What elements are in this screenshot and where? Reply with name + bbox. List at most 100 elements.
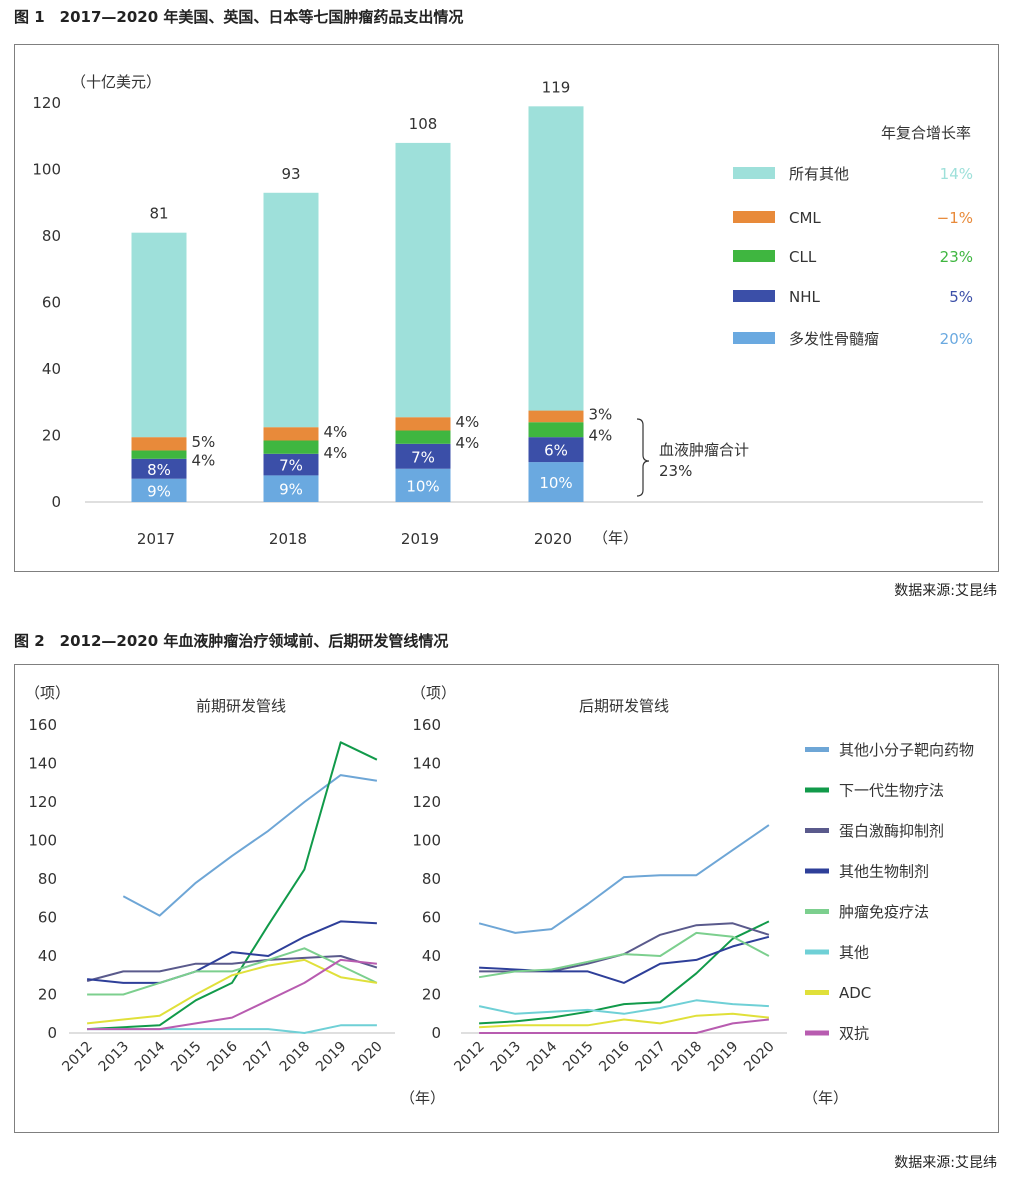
legend-cagr: 20% bbox=[940, 330, 973, 348]
y-tick-label: 140 bbox=[412, 755, 441, 773]
x-tick-label: 2014 bbox=[132, 1038, 169, 1075]
bar-segment-cml bbox=[395, 417, 451, 431]
figure1-source: 数据来源:艾昆纬 bbox=[894, 583, 997, 599]
series-line bbox=[86, 920, 377, 984]
legend-swatch-others bbox=[733, 167, 775, 179]
x-tick-label: 2020 bbox=[534, 530, 572, 548]
legend-label: CML bbox=[789, 209, 821, 227]
legend-swatch bbox=[805, 787, 829, 793]
segment-label: 7% bbox=[279, 457, 303, 475]
bar-segment-mm bbox=[263, 475, 319, 502]
legend-swatch-mm bbox=[733, 332, 775, 344]
x-tick-label: 2015 bbox=[168, 1039, 205, 1076]
legend-label: 多发性骨髓瘤 bbox=[789, 330, 879, 348]
y-tick-label: 80 bbox=[422, 870, 441, 888]
x-tick-label: 2017 bbox=[633, 1039, 670, 1076]
panel-title: 后期研发管线 bbox=[579, 697, 669, 715]
legend-swatch bbox=[805, 828, 829, 833]
y-tick-label: 40 bbox=[42, 360, 61, 378]
bar-segment-cml bbox=[263, 427, 319, 441]
bar-segment-mm bbox=[395, 468, 451, 502]
segment-label: 4% bbox=[456, 413, 480, 431]
series-line bbox=[86, 958, 378, 1025]
bar-segment-cll bbox=[395, 430, 451, 444]
bar-total-label: 93 bbox=[281, 165, 300, 183]
bar-total-label: 119 bbox=[542, 78, 571, 96]
bar-total-label: 108 bbox=[409, 115, 438, 133]
bar-segment-mm bbox=[131, 478, 187, 502]
stacked-bar-chart: （十亿美元） （年） 年复合增长率 血液肿瘤合计 23% 0 20 40 60 80 10… bbox=[32, 73, 983, 548]
series-line bbox=[479, 922, 770, 973]
x-tick-label: 2018 bbox=[669, 1039, 706, 1076]
legend-swatch bbox=[805, 909, 829, 914]
right-y-unit: （项） bbox=[411, 684, 456, 702]
legend-label: 蛋白激酶抑制剂 bbox=[839, 822, 944, 840]
segment-label: 4% bbox=[324, 423, 348, 441]
segment-label: 4% bbox=[456, 434, 480, 452]
x-tick-label: 2019 bbox=[705, 1039, 742, 1076]
y-tick-label: 80 bbox=[38, 870, 57, 888]
y-tick-label: 20 bbox=[42, 427, 61, 445]
x-tick-label: 2018 bbox=[277, 1039, 314, 1076]
figure2-title: 图 2 2012—2020 年血液肿瘤治疗领域前、后期研发管线情况 bbox=[14, 632, 449, 650]
legend-label: CLL bbox=[789, 248, 817, 266]
segment-label: 6% bbox=[544, 442, 568, 460]
y-tick-label: 100 bbox=[32, 161, 61, 179]
x-tick-label: 2016 bbox=[204, 1038, 241, 1075]
segment-label: 4% bbox=[324, 444, 348, 462]
x-tick-label: 2015 bbox=[560, 1039, 597, 1076]
legend-cagr: 5% bbox=[949, 288, 973, 306]
x-tick-label: 2019 bbox=[313, 1039, 350, 1076]
x-tick-label: 2012 bbox=[451, 1039, 488, 1076]
x-tick-label: 2012 bbox=[59, 1039, 96, 1076]
legend-label: ADC bbox=[839, 984, 871, 1002]
panel-title: 前期研发管线 bbox=[196, 697, 286, 715]
series-line bbox=[87, 958, 378, 1031]
legend-cagr: 14% bbox=[940, 165, 973, 183]
y-tick-label: 80 bbox=[42, 227, 61, 245]
bar-segment-cll bbox=[263, 440, 319, 454]
legend-swatch bbox=[805, 747, 829, 752]
x-tick-label: 2013 bbox=[488, 1039, 525, 1076]
legend-label: 下一代生物疗法 bbox=[839, 782, 944, 800]
legend-label: 其他 bbox=[839, 944, 869, 962]
legend-label: 双抗 bbox=[839, 1025, 869, 1043]
y-tick-label: 140 bbox=[28, 755, 57, 773]
legend-swatch-cll bbox=[733, 250, 775, 262]
y-axis-unit: （十亿美元） bbox=[71, 73, 161, 91]
bar-segment-nhl bbox=[263, 453, 319, 476]
y-tick-label: 160 bbox=[412, 716, 441, 734]
bar-segment-others bbox=[131, 232, 187, 438]
x-tick-label: 2017 bbox=[137, 530, 175, 548]
bar-segment-cml bbox=[528, 410, 584, 423]
left-y-unit: （项） bbox=[25, 684, 70, 702]
y-tick-label: 60 bbox=[42, 294, 61, 312]
y-tick-label: 20 bbox=[422, 986, 441, 1004]
bar-segment-cll bbox=[528, 422, 584, 438]
y-tick-label: 40 bbox=[38, 947, 57, 965]
x-tick-label: 2017 bbox=[241, 1039, 278, 1076]
y-tick-label: 100 bbox=[412, 832, 441, 850]
bar-segment-others bbox=[395, 142, 451, 418]
series-line bbox=[479, 1012, 770, 1029]
figure1-title: 图 1 2017—2020 年美国、英国、日本等七国肿瘤药品支出情况 bbox=[14, 8, 464, 26]
line-charts: （项） （项） （年） （年） 前期研发管线 0 20 40 60 80 100 120 140… bbox=[25, 684, 974, 1107]
y-tick-label: 160 bbox=[28, 716, 57, 734]
x-tick-label: 2014 bbox=[524, 1038, 561, 1075]
segment-label: 9% bbox=[147, 482, 171, 500]
y-tick-label: 100 bbox=[28, 832, 57, 850]
legend-label: 肿瘤免疫疗法 bbox=[839, 903, 929, 921]
y-tick-label: 120 bbox=[28, 793, 57, 811]
segment-label: 4% bbox=[589, 427, 613, 445]
legend-swatch-nhl bbox=[733, 290, 775, 302]
bracket-rate: 23% bbox=[659, 462, 692, 480]
y-tick-label: 120 bbox=[32, 94, 61, 112]
series-line bbox=[87, 741, 378, 1031]
segment-label: 7% bbox=[411, 448, 435, 466]
x-tick-label: 2019 bbox=[401, 530, 439, 548]
y-tick-label: 0 bbox=[431, 1024, 441, 1042]
segment-label: 9% bbox=[279, 481, 303, 499]
legend-label: 其他小分子靶向药物 bbox=[839, 741, 974, 759]
legend-label: 其他生物制剂 bbox=[839, 863, 929, 881]
left-x-unit: （年） bbox=[400, 1089, 445, 1107]
